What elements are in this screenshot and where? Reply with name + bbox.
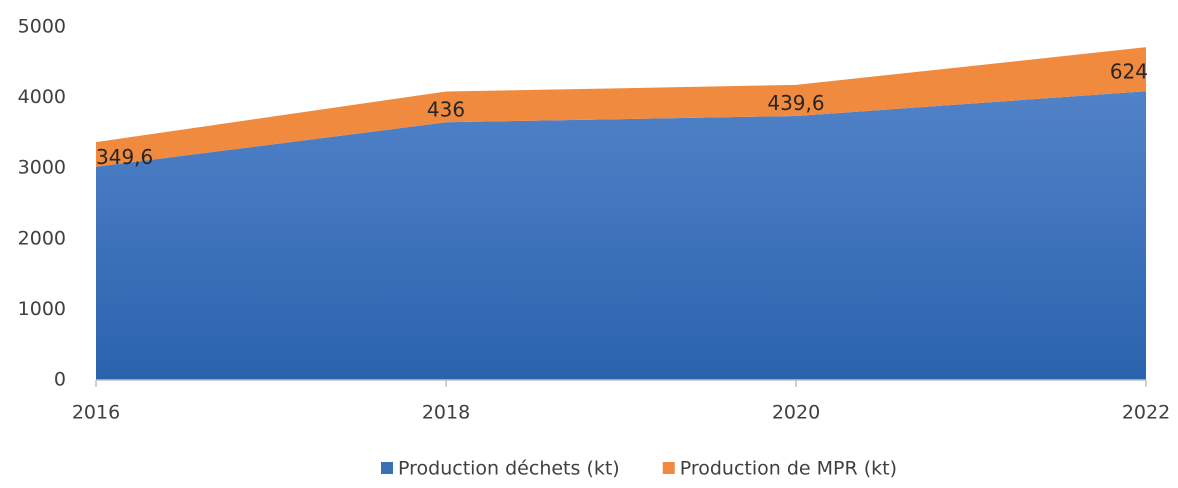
x-tick-label: 2016	[72, 402, 120, 424]
x-tick-label: 2022	[1122, 402, 1170, 424]
data-label: 436	[427, 97, 465, 121]
area	[96, 47, 1146, 167]
y-tick-label: 1000	[18, 298, 66, 320]
legend-label: Production déchets (kt)	[398, 458, 620, 480]
x-tick-label: 2020	[772, 402, 820, 424]
y-tick-label: 4000	[18, 86, 66, 108]
legend-swatch	[381, 462, 393, 474]
data-label: 439,6	[767, 91, 824, 115]
y-tick-label: 2000	[18, 227, 66, 249]
legend-swatch	[662, 462, 675, 474]
data-label: 624	[1110, 60, 1148, 84]
y-tick-label: 3000	[18, 157, 66, 179]
legend-label: Production de MPR (kt)	[680, 458, 897, 480]
area	[96, 91, 1146, 380]
y-tick-label: 0	[54, 369, 66, 391]
y-tick-label: 5000	[18, 16, 66, 38]
data-label: 349,6	[96, 145, 153, 169]
x-tick-label: 2018	[422, 402, 470, 424]
